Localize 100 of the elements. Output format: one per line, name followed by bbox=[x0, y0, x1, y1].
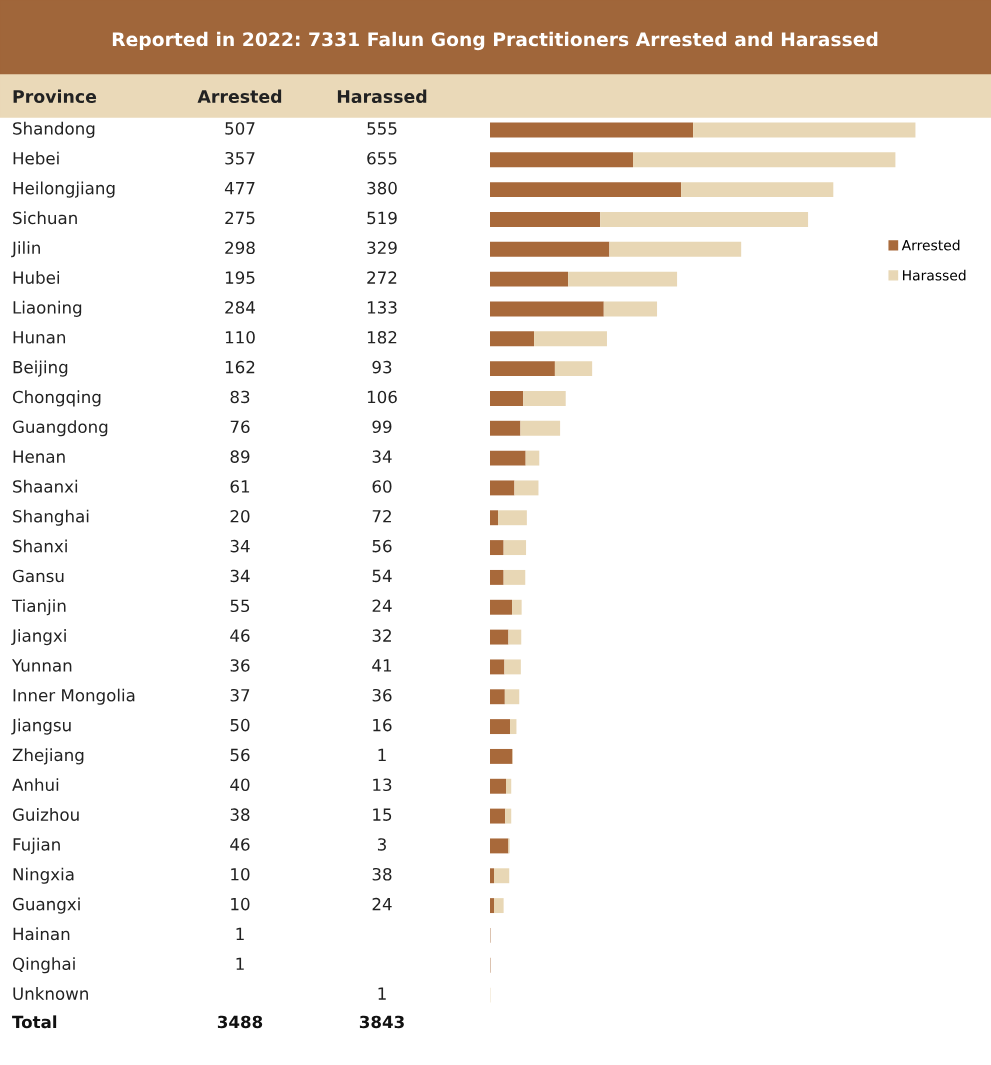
data-label: 36 bbox=[372, 688, 392, 702]
y-tick-label: Chongqing bbox=[12, 390, 101, 407]
bar bbox=[490, 241, 610, 257]
y-tick-label: Gansu bbox=[12, 569, 64, 583]
y-tick-label: Unknown bbox=[13, 987, 88, 1000]
data-label: 56 bbox=[230, 748, 250, 762]
y-tick-label: Guizhou bbox=[12, 808, 79, 821]
bar bbox=[494, 898, 504, 914]
data-label: 110 bbox=[225, 330, 255, 344]
bar bbox=[490, 838, 509, 854]
data-label: 10 bbox=[231, 867, 250, 881]
bar bbox=[503, 540, 527, 556]
bar bbox=[490, 480, 515, 496]
bar bbox=[609, 241, 742, 257]
bar bbox=[506, 778, 512, 794]
y-tick-label: Shaanxi bbox=[13, 479, 78, 493]
data-label: 133 bbox=[367, 301, 397, 314]
y-tick-label: Jiangsu bbox=[11, 718, 71, 735]
bar bbox=[490, 450, 526, 466]
y-tick-label: Hebei bbox=[13, 151, 59, 165]
bar bbox=[525, 450, 540, 466]
text: 3843 bbox=[359, 1015, 404, 1029]
bar bbox=[508, 629, 522, 645]
data-label: 477 bbox=[224, 182, 255, 195]
data-label: 272 bbox=[367, 271, 397, 284]
bar bbox=[693, 122, 916, 138]
data-label: 89 bbox=[230, 450, 250, 463]
bar bbox=[494, 868, 510, 884]
bar bbox=[490, 778, 507, 794]
data-label: 357 bbox=[225, 151, 255, 165]
chart-title: Reported in 2022: 7331 Falun Gong Practitioners Arrested and Harassed bbox=[112, 31, 878, 51]
bar bbox=[490, 540, 504, 556]
bar bbox=[490, 152, 634, 168]
data-label: 41 bbox=[372, 659, 392, 672]
bar bbox=[490, 301, 604, 317]
data-label: 38 bbox=[372, 867, 392, 881]
y-tick-label: Shanghai bbox=[13, 509, 89, 526]
y-tick-label: Jilin bbox=[11, 241, 40, 258]
y-tick-label: Sichuan bbox=[13, 211, 77, 225]
data-label: 106 bbox=[367, 390, 397, 404]
data-label: 83 bbox=[230, 390, 250, 404]
bar bbox=[681, 182, 834, 198]
data-label: 1 bbox=[378, 748, 386, 762]
data-label: 46 bbox=[230, 629, 250, 642]
bar bbox=[490, 629, 509, 645]
y-tick-label: Inner Mongolia bbox=[13, 688, 135, 705]
data-label: 76 bbox=[230, 420, 250, 434]
data-label: 507 bbox=[225, 122, 255, 135]
data-label: 1 bbox=[378, 987, 386, 1000]
y-tick-label: Hainan bbox=[13, 927, 70, 941]
data-label: 99 bbox=[372, 420, 392, 434]
data-label: 329 bbox=[367, 241, 397, 255]
data-label: 24 bbox=[372, 599, 392, 612]
y-tick-label: Zhejiang bbox=[12, 748, 84, 765]
bar bbox=[498, 510, 527, 526]
y-tick-label: Tianjin bbox=[11, 599, 66, 616]
data-label: 61 bbox=[230, 480, 250, 493]
data-label: 13 bbox=[373, 778, 392, 792]
bar bbox=[490, 271, 569, 287]
bar bbox=[523, 390, 566, 406]
text: 3488 bbox=[217, 1015, 263, 1029]
data-label: 34 bbox=[230, 569, 250, 583]
bar bbox=[512, 599, 522, 615]
bar bbox=[633, 152, 896, 168]
bar bbox=[568, 271, 678, 287]
bar bbox=[490, 599, 513, 615]
data-label: 32 bbox=[372, 629, 391, 642]
data-label: 15 bbox=[373, 808, 392, 821]
data-label: 10 bbox=[231, 897, 250, 911]
y-tick-label: Henan bbox=[13, 450, 65, 463]
y-tick-label: Anhui bbox=[12, 778, 59, 792]
data-label: 34 bbox=[372, 450, 392, 463]
bar bbox=[490, 898, 495, 914]
data-label: 3 bbox=[377, 838, 386, 851]
bar bbox=[490, 569, 504, 585]
bar bbox=[510, 719, 517, 735]
data-label: 36 bbox=[230, 659, 250, 672]
bar bbox=[490, 331, 535, 347]
bar bbox=[514, 480, 539, 496]
data-label: 40 bbox=[230, 778, 250, 792]
y-tick-label: Hunan bbox=[13, 331, 66, 344]
bar bbox=[490, 868, 495, 884]
bar bbox=[490, 659, 505, 675]
y-tick-label: Shandong bbox=[13, 121, 95, 138]
bar bbox=[490, 719, 511, 735]
bar bbox=[603, 301, 658, 317]
data-label: 24 bbox=[372, 897, 392, 911]
bar bbox=[490, 689, 505, 705]
data-label: 34 bbox=[230, 539, 250, 553]
bar bbox=[490, 510, 499, 526]
y-tick-label: Ningxia bbox=[13, 867, 74, 884]
bar bbox=[520, 420, 561, 436]
y-tick-label: Shanxi bbox=[13, 539, 67, 553]
bar bbox=[504, 689, 520, 705]
data-label: 284 bbox=[225, 301, 255, 314]
y-tick-label: Qinghai bbox=[12, 957, 75, 974]
bar bbox=[490, 211, 601, 227]
data-label: 519 bbox=[367, 211, 397, 225]
data-label: 38 bbox=[230, 808, 250, 821]
data-label: 182 bbox=[367, 330, 397, 344]
